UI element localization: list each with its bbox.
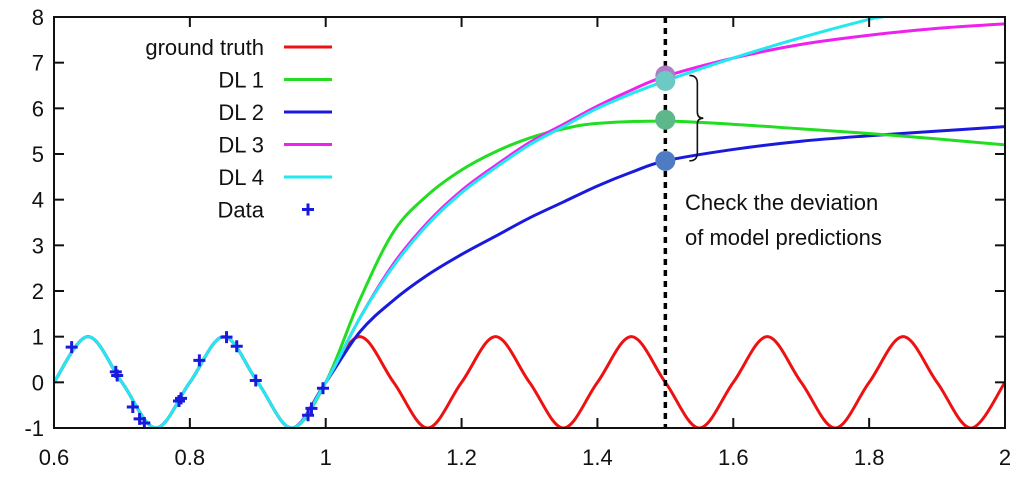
legend-label: DL 1 — [218, 68, 264, 93]
axes: 0.6 0.8 1 1.2 1.4 1.6 1.8 2 -1 0 1 2 3 4 5 6 7 8 — [24, 5, 1011, 470]
x-tick-label: 0.8 — [175, 445, 206, 470]
brace — [689, 74, 704, 162]
annotation: Check the deviation of model predictions — [685, 190, 882, 250]
highlight-point — [655, 150, 676, 171]
data-point-marker — [111, 369, 124, 382]
x-tick-label: 1.4 — [582, 445, 613, 470]
highlight-point — [655, 70, 676, 91]
y-tick-label: 4 — [32, 188, 44, 213]
x-tick-label: 1.8 — [854, 445, 885, 470]
y-tick-label: 3 — [32, 233, 44, 258]
data-point-marker — [316, 382, 329, 395]
legend-label: DL 2 — [218, 100, 264, 125]
data-point-marker — [193, 354, 206, 367]
y-tick-label: 1 — [32, 325, 44, 350]
highlight-point — [655, 109, 676, 130]
data-point-marker — [220, 331, 233, 344]
y-tick-label: 5 — [32, 142, 44, 167]
data-point-marker — [305, 402, 318, 415]
y-tick-label: 6 — [32, 96, 44, 121]
data-point-marker — [138, 416, 151, 428]
x-tick-label: 1.6 — [718, 445, 749, 470]
y-tick-label: 2 — [32, 279, 44, 304]
x-tick-label: 1 — [320, 445, 332, 470]
plot-area — [54, 17, 1005, 428]
y-tick-label: -1 — [24, 416, 44, 441]
legend-marker — [302, 203, 314, 216]
data-point-marker — [126, 400, 139, 413]
annotation-line-2: of model predictions — [685, 225, 882, 250]
annotation-line-1: Check the deviation — [685, 190, 878, 215]
legend-label: Data — [218, 198, 265, 223]
legend: ground truth DL 1 DL 2 DL 3 DL 4 Data — [145, 35, 332, 223]
x-tick-label: 2 — [999, 445, 1011, 470]
data-point-marker — [65, 341, 78, 354]
legend-label: DL 3 — [218, 133, 264, 158]
legend-label: DL 4 — [218, 165, 264, 190]
data-point-marker — [230, 340, 243, 353]
series-line-dl-4 — [54, 17, 883, 428]
x-tick-label: 0.6 — [39, 445, 70, 470]
data-point-marker — [302, 409, 315, 422]
y-tick-label: 7 — [32, 51, 44, 76]
x-tick-label: 1.2 — [446, 445, 477, 470]
y-tick-label: 8 — [32, 5, 44, 30]
data-point-marker — [175, 392, 188, 405]
plot-frame — [53, 16, 1006, 429]
series-line-ground-truth — [54, 335, 1005, 428]
y-tick-label: 0 — [32, 370, 44, 395]
legend-label: ground truth — [145, 35, 264, 60]
data-point-marker — [249, 374, 262, 387]
